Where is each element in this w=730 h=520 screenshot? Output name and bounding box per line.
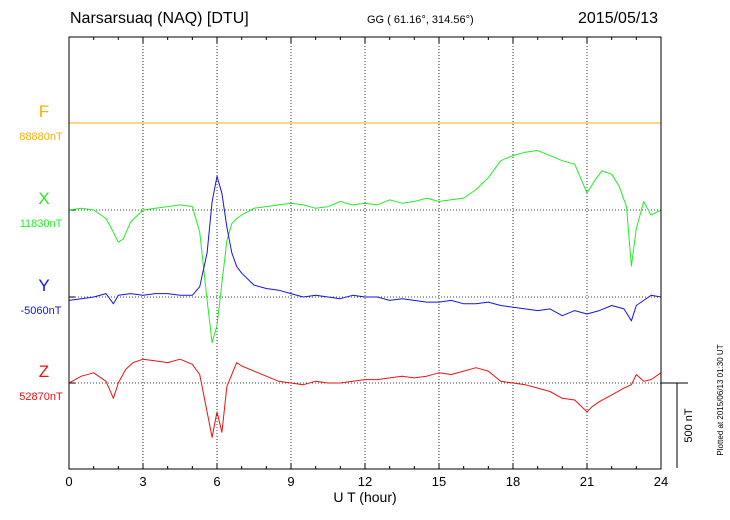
series-baseline-x: 11830nT [20, 218, 63, 230]
scale-bar-label: 500 nT [683, 408, 695, 443]
x-tick-label: 6 [213, 474, 220, 489]
series-labels: F 88880nT X 11830nT Y -5060nT Z 52870nT [19, 102, 63, 403]
series-line-z [68, 358, 662, 438]
x-axis-label: U T (hour) [333, 489, 396, 505]
date-label: 2015/05/13 [578, 10, 659, 27]
plotted-note: Plotted at 2015/06/13 01:30 UT [716, 344, 725, 455]
series-baseline-f: 88880nT [19, 131, 63, 143]
coordinates-label: GG ( 61.16°, 314.56°) [367, 14, 474, 26]
x-tick-label: 3 [139, 474, 146, 489]
series-baseline-z: 52870nT [19, 391, 63, 403]
series-baseline-y: -5060nT [21, 305, 62, 317]
station-title: Narsarsuaq (NAQ) [DTU] [70, 10, 249, 27]
series-name-x: X [38, 189, 49, 208]
x-tick-label: 12 [358, 474, 372, 489]
series-name-z: Z [39, 362, 49, 381]
series-line-y [68, 175, 662, 322]
series-lines [68, 122, 662, 438]
series-line-x [68, 150, 662, 344]
x-tick-label: 9 [287, 474, 294, 489]
x-tick-label: 24 [654, 474, 668, 489]
series-name-f: F [39, 102, 49, 121]
x-tick-label: 21 [580, 474, 594, 489]
x-tick-label: 0 [65, 474, 72, 489]
x-tick-label: 15 [432, 474, 446, 489]
grid-lines [142, 37, 588, 469]
series-name-y: Y [38, 276, 49, 295]
x-axis-ticks: 0 3 6 9 12 15 18 21 24 [65, 37, 668, 489]
scale-bar: 500 nT [661, 382, 695, 468]
x-tick-label: 18 [506, 474, 520, 489]
